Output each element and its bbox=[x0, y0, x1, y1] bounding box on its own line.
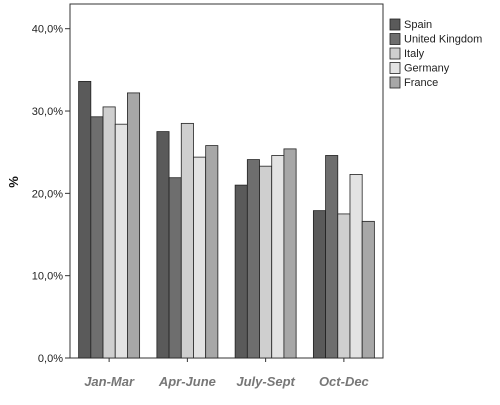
x-axis: Jan-Mar Apr-June July-Sept Oct-Dec bbox=[84, 358, 370, 389]
bar-united-kingdom bbox=[325, 155, 339, 359]
legend-swatch bbox=[389, 33, 401, 45]
bar-spain bbox=[312, 210, 326, 359]
y-tick-label: 40,0% bbox=[32, 24, 63, 36]
x-category-label: Apr-June bbox=[158, 374, 216, 389]
legend-label: Spain bbox=[404, 19, 432, 31]
bar-france bbox=[127, 92, 141, 359]
plot-frame bbox=[69, 3, 384, 359]
bar-spain bbox=[78, 80, 92, 359]
bar-spain bbox=[234, 184, 248, 359]
bar-italy bbox=[259, 165, 273, 359]
plot-border bbox=[69, 3, 384, 359]
legend-label: Germany bbox=[404, 63, 450, 75]
bar-spain bbox=[156, 131, 170, 359]
x-category-label: July-Sept bbox=[236, 374, 295, 389]
bar-united-kingdom bbox=[168, 177, 182, 359]
y-tick-label: 0,0% bbox=[38, 353, 63, 365]
x-category-label: Jan-Mar bbox=[84, 374, 135, 389]
bar-france bbox=[205, 145, 219, 359]
legend-swatch bbox=[389, 76, 401, 89]
bar-germany bbox=[271, 155, 285, 359]
y-tick-label: 20,0% bbox=[32, 188, 63, 200]
legend-label: United Kingdom bbox=[404, 34, 482, 46]
x-category-label: Oct-Dec bbox=[319, 374, 370, 389]
bar-group bbox=[78, 80, 375, 359]
bar-united-kingdom bbox=[90, 116, 104, 359]
legend-swatch bbox=[389, 47, 401, 60]
legend-swatch bbox=[389, 18, 401, 31]
bar-germany bbox=[349, 174, 363, 359]
y-axis-title: % bbox=[6, 176, 21, 188]
bar-italy bbox=[337, 213, 351, 359]
bar-italy bbox=[102, 106, 116, 359]
bar-italy bbox=[180, 122, 194, 359]
y-axis: 0,0% 10,0% 20,0% 30,0% 40,0% bbox=[32, 24, 70, 365]
legend: Spain United Kingdom Italy Germany France bbox=[389, 18, 482, 89]
y-tick-label: 30,0% bbox=[32, 106, 63, 118]
legend-label: France bbox=[404, 77, 438, 89]
y-tick-label: 10,0% bbox=[32, 271, 63, 283]
bar-france bbox=[283, 148, 297, 359]
legend-label: Italy bbox=[404, 48, 425, 60]
bar-germany bbox=[193, 156, 207, 359]
bar-germany bbox=[114, 123, 128, 359]
bar-united-kingdom bbox=[246, 159, 260, 359]
legend-swatch bbox=[389, 62, 401, 74]
bar-france bbox=[361, 220, 375, 359]
